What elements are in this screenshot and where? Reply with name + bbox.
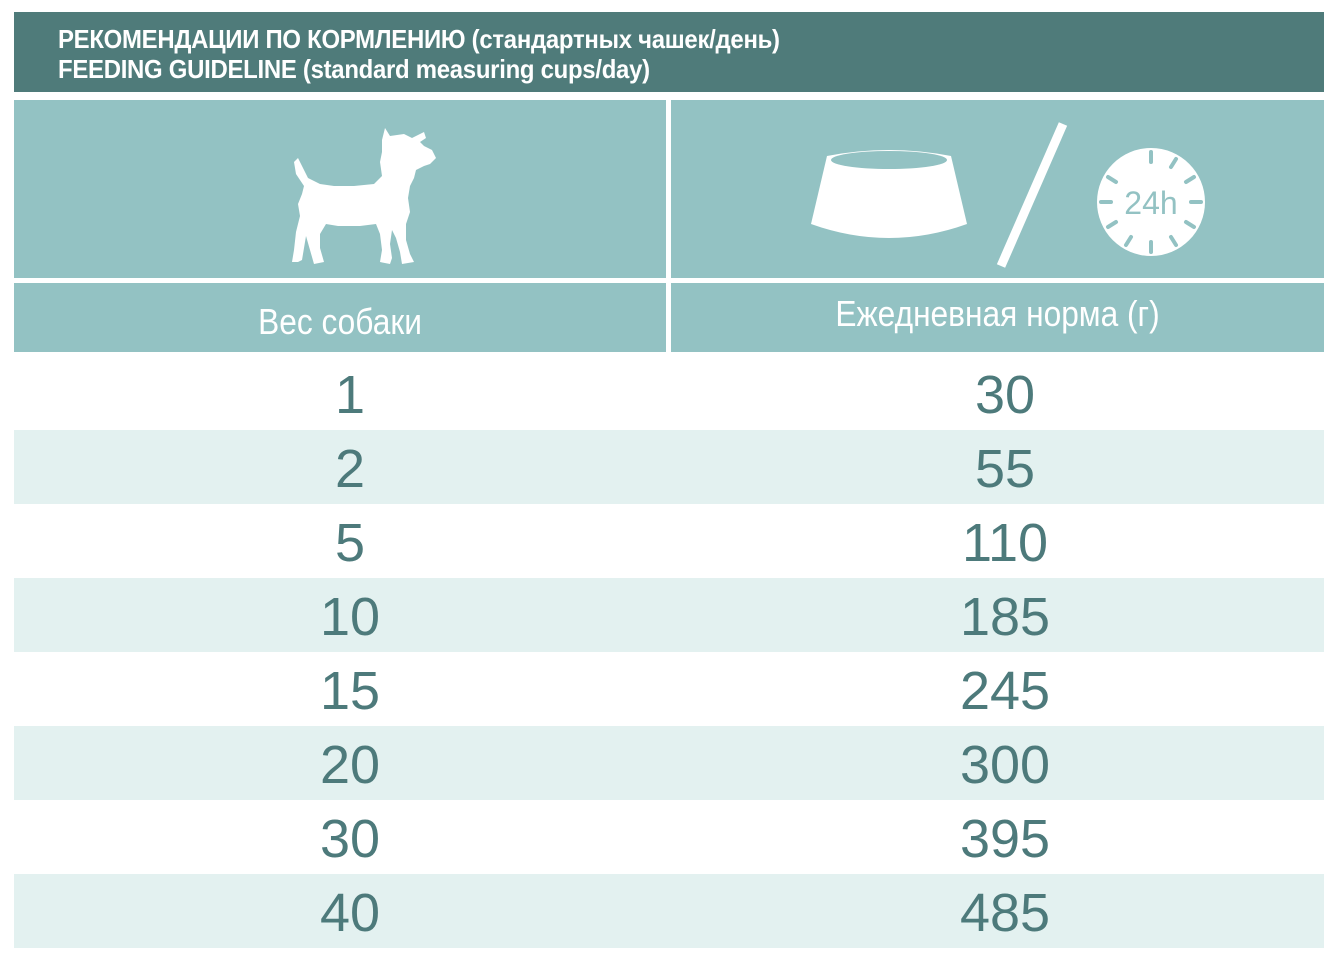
clock-label: 24h <box>1124 185 1177 221</box>
daily-cell: 245 <box>959 661 1051 721</box>
weight-cell: 20 <box>319 735 381 795</box>
weight-cell: 15 <box>319 661 381 721</box>
daily-icon-cell: 24h <box>671 100 1324 278</box>
daily-cell: 55 <box>974 439 1036 499</box>
daily-header-label: Ежедневная норма (г) <box>835 293 1160 334</box>
weight-header-label: Вес собаки <box>258 301 422 342</box>
dog-icon <box>292 128 436 264</box>
weight-cell: 5 <box>334 513 366 573</box>
table-row: 15 245 <box>14 652 1324 726</box>
daily-cell: 395 <box>959 809 1051 869</box>
daily-cell: 300 <box>959 735 1051 795</box>
dog-icon-cell <box>14 100 666 278</box>
weight-cell: 1 <box>334 365 366 425</box>
table-row: 5 110 <box>14 504 1324 578</box>
weight-cell: 10 <box>319 587 381 647</box>
daily-column-header: Ежедневная норма (г) <box>671 283 1324 352</box>
table-row: 40 485 <box>14 874 1324 948</box>
feeding-table: РЕКОМЕНДАЦИИ ПО КОРМЛЕНИЮ (стандартных ч… <box>14 12 1324 956</box>
table-row: 1 30 <box>14 356 1324 430</box>
weight-column-header: Вес собаки <box>14 283 666 352</box>
weight-cell: 40 <box>319 883 381 943</box>
clock-24h-icon: 24h <box>1097 148 1205 256</box>
table-row: 20 300 <box>14 726 1324 800</box>
title-band: РЕКОМЕНДАЦИИ ПО КОРМЛЕНИЮ (стандартных ч… <box>14 12 1324 96</box>
bowl-icon <box>811 150 967 238</box>
daily-cell: 485 <box>959 883 1051 943</box>
table-row: 10 185 <box>14 578 1324 652</box>
weight-cell: 30 <box>319 809 381 869</box>
slash-divider <box>996 122 1068 268</box>
table-body: 1 30 2 55 5 110 10 185 15 245 20 300 30 … <box>14 356 1324 948</box>
title-english: FEEDING GUIDELINE (standard measuring cu… <box>58 54 650 84</box>
weight-cell: 2 <box>334 439 366 499</box>
table-row: 2 55 <box>14 430 1324 504</box>
daily-cell: 110 <box>961 513 1049 573</box>
title-russian: РЕКОМЕНДАЦИИ ПО КОРМЛЕНИЮ (стандартных ч… <box>58 24 780 54</box>
daily-cell: 185 <box>959 587 1051 647</box>
table-row: 30 395 <box>14 800 1324 874</box>
daily-cell: 30 <box>974 365 1036 425</box>
